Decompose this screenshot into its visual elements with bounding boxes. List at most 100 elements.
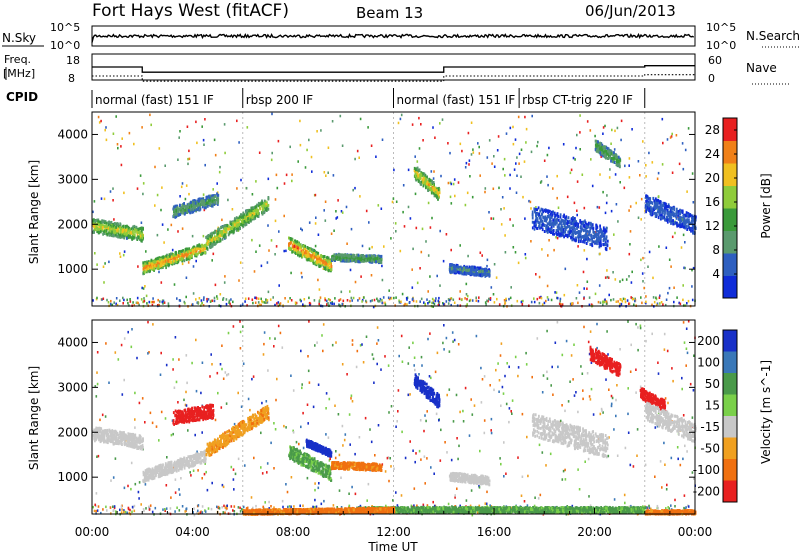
scatter-point xyxy=(459,298,461,301)
scatter-point xyxy=(398,122,400,125)
echo-point xyxy=(645,200,647,203)
scatter-point xyxy=(487,156,489,159)
echo-point xyxy=(247,217,249,220)
scatter-point xyxy=(460,143,462,146)
echo-point xyxy=(655,215,657,218)
scatter-point xyxy=(190,474,192,477)
scatter-point xyxy=(92,299,94,302)
scatter-point xyxy=(167,228,169,231)
scatter-point xyxy=(655,297,657,300)
scatter-point xyxy=(425,240,427,243)
echo-point xyxy=(664,202,666,205)
scatter-point xyxy=(586,258,588,261)
echo-point xyxy=(207,235,209,238)
scatter-point xyxy=(392,201,394,204)
echo-point xyxy=(190,249,192,252)
scatter-point xyxy=(431,217,433,220)
scatter-point xyxy=(359,297,361,300)
scatter-point xyxy=(308,139,310,142)
scatter-point xyxy=(301,272,303,275)
scatter-point xyxy=(583,297,585,300)
scatter-point xyxy=(526,128,528,130)
scatter-point xyxy=(199,297,201,300)
echo-point xyxy=(425,186,427,189)
scatter-point xyxy=(106,139,108,142)
scatter-point xyxy=(494,263,496,266)
scatter-point xyxy=(252,299,254,302)
echo-point xyxy=(586,242,588,245)
scatter-point xyxy=(500,208,502,211)
echo-point xyxy=(482,274,484,277)
cpid-label: CPID xyxy=(6,90,38,104)
scatter-point xyxy=(515,138,517,141)
scatter-point xyxy=(555,236,557,239)
scatter-point xyxy=(599,284,601,287)
scatter-point xyxy=(476,299,478,302)
scatter-point xyxy=(676,296,678,299)
scatter-point xyxy=(428,254,430,256)
scatter-point xyxy=(158,271,160,274)
scatter-point xyxy=(624,187,626,190)
echo-point xyxy=(676,208,678,211)
echo-point xyxy=(225,224,227,227)
scatter-point xyxy=(212,188,214,191)
echo-point xyxy=(211,244,213,247)
scatter-point xyxy=(153,301,155,304)
scatter-point xyxy=(185,198,187,201)
scatter-point xyxy=(391,297,393,300)
scatter-point xyxy=(469,300,471,303)
scatter-point xyxy=(602,133,604,136)
echo-point xyxy=(198,199,200,202)
scatter-point xyxy=(340,298,342,301)
scatter-point xyxy=(362,245,364,248)
echo-point xyxy=(451,263,453,266)
scatter-point xyxy=(478,296,480,299)
echo-point xyxy=(234,223,236,226)
echo-point xyxy=(207,201,209,204)
scatter-point xyxy=(108,301,110,304)
scatter-point xyxy=(615,278,617,281)
scatter-point xyxy=(620,298,622,301)
echo-point xyxy=(651,201,653,204)
echo-point xyxy=(664,218,666,221)
scatter-point xyxy=(559,303,561,306)
scatter-point xyxy=(271,159,273,162)
scatter-point xyxy=(537,141,539,144)
echo-point xyxy=(216,198,218,201)
scatter-point xyxy=(357,350,359,353)
scatter-point xyxy=(106,299,108,302)
freq-tick-top: 18 xyxy=(66,54,80,67)
scatter-point xyxy=(187,163,189,166)
echo-point xyxy=(563,215,565,218)
scatter-point xyxy=(143,297,145,300)
scatter-point xyxy=(331,303,333,306)
scatter-point xyxy=(328,298,330,301)
echo-point xyxy=(661,207,663,210)
scatter-point xyxy=(554,291,556,294)
echo-point xyxy=(117,228,119,231)
echo-point xyxy=(682,215,684,218)
scatter-point xyxy=(291,299,293,302)
echo-point xyxy=(689,214,691,217)
scatter-point xyxy=(195,121,197,124)
echo-point xyxy=(604,231,606,234)
echo-point xyxy=(131,227,133,230)
scatter-point xyxy=(217,297,219,300)
scatter-point xyxy=(203,139,205,142)
scatter-point xyxy=(365,300,367,303)
scatter-point xyxy=(412,248,414,251)
scatter-point xyxy=(624,298,626,301)
echo-point xyxy=(659,211,661,214)
echo-point xyxy=(294,248,296,251)
scatter-point xyxy=(652,161,654,164)
freq-nave-panel: Freq. [MHz] 18 8 60 0 Nave xyxy=(3,53,790,85)
echo-point xyxy=(648,207,650,210)
echo-point xyxy=(180,250,182,253)
echo-point xyxy=(250,218,252,221)
echo-point xyxy=(682,210,684,213)
scatter-point xyxy=(242,303,244,306)
echo-point xyxy=(691,221,693,224)
echo-point xyxy=(596,240,598,243)
scatter-point xyxy=(143,300,145,303)
scatter-point xyxy=(642,280,644,283)
